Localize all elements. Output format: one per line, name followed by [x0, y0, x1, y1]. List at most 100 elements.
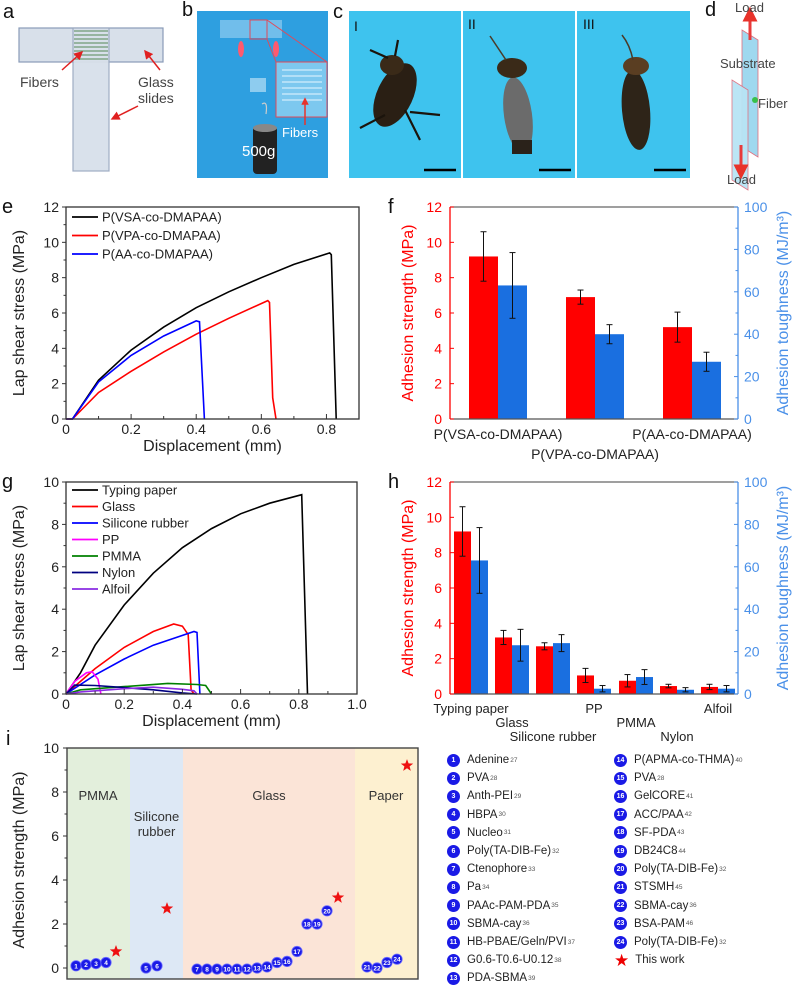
panel-a-diagram [18, 27, 164, 172]
x-tick-label: 0.4 [173, 696, 193, 712]
marker-number-icon: 20 [614, 862, 627, 876]
data-point-number: 10 [223, 967, 231, 974]
insect-i [359, 39, 441, 141]
right-tick-label: 80 [744, 516, 760, 532]
glass-slide-lower [250, 78, 266, 92]
legend-item-name: Poly(TA-DIB-Fe) [634, 863, 719, 876]
data-point-marker [140, 962, 152, 974]
legend-item-ref: 42 [684, 811, 692, 819]
left-tick-label: 8 [434, 270, 442, 286]
marker-number-icon: 19 [614, 844, 627, 858]
y-tick-label: 0 [51, 686, 59, 702]
legend-item-ref: 28 [657, 774, 665, 782]
this-work-star [109, 945, 123, 957]
plot-frame [66, 747, 419, 980]
marker-number-icon: 23 [614, 917, 627, 931]
marker-number-icon: 24 [614, 935, 627, 949]
data-point-number: 17 [293, 949, 301, 956]
y-tick-label: 4 [51, 872, 59, 888]
legend-item-this-work: ★ This work [614, 950, 684, 970]
legend-item: 19 DB24C8 44 [614, 843, 686, 859]
left-tick-label: 8 [434, 545, 442, 561]
legend-item: 18 SF-PDA 43 [614, 825, 684, 841]
panel-letters: a b c d e f g h i [2, 0, 716, 750]
marker-number-icon: 3 [447, 789, 460, 803]
photo-label-i: I [354, 18, 358, 34]
legend-item: 24 Poly(TA-DIB-Fe) 32 [614, 934, 726, 950]
series-line-1 [66, 299, 277, 420]
right-tick-label: 20 [744, 644, 760, 660]
right-tick-label: 40 [744, 601, 760, 617]
region-label: Glass [252, 788, 286, 803]
legend-item-name: Nucleo [467, 826, 503, 839]
panel-b-photo [197, 11, 328, 178]
right-tick-label: 20 [744, 369, 760, 385]
panel-letter-i: i [6, 728, 10, 750]
series-line-0 [66, 251, 337, 420]
data-point-number: 23 [383, 960, 391, 967]
x-tick-label: 0.4 [186, 421, 206, 437]
panel-letter-e: e [2, 196, 13, 218]
left-tick-label: 0 [434, 411, 442, 427]
series-line-4 [65, 682, 213, 695]
marker-number-icon: 12 [447, 953, 460, 967]
legend-item-ref: 29 [514, 792, 522, 800]
category-label: Nylon [660, 729, 693, 744]
zoom-line-2 [266, 38, 277, 63]
clip-right [273, 41, 279, 57]
fibers-arrow [61, 50, 84, 71]
glass-slides-arrow [144, 49, 161, 71]
data-point-number: 15 [273, 960, 281, 967]
legend-label: P(VPA-co-DMAPAA) [102, 228, 221, 243]
legend-item-name: PDA-SBMA [467, 972, 528, 985]
legend-item: 6 Poly(TA-DIB-Fe) 32 [447, 843, 559, 859]
photo-label-iii: III [583, 16, 595, 32]
marker-number-icon: 7 [447, 862, 460, 876]
left-tick-label: 2 [434, 376, 442, 392]
legend-item-ref: 36 [522, 920, 530, 928]
legend-item-name: Pa [467, 881, 482, 894]
legend-item-ref: 35 [551, 902, 559, 910]
data-point-number: 24 [393, 957, 401, 964]
data-point-marker [391, 953, 403, 965]
marker-number-icon: 11 [447, 935, 460, 949]
legend-item-name: HBPA [467, 808, 498, 821]
legend-item-ref: 40 [735, 756, 743, 764]
series-line-6 [65, 686, 198, 695]
legend-item-name: STSMH [634, 881, 675, 894]
left-tick-label: 4 [434, 340, 442, 356]
marker-number-icon: 9 [447, 899, 460, 913]
marker-number-icon: 22 [614, 899, 627, 913]
y-axis-label: Lap shear stress (MPa) [11, 230, 28, 396]
toughness-bar [512, 645, 529, 694]
category-label: Alfoil [704, 701, 732, 716]
load-bottom-label: Load [727, 172, 756, 187]
y-tick-label: 6 [51, 305, 59, 321]
this-work-star [160, 902, 174, 914]
marker-number-icon: 16 [614, 789, 627, 803]
legend-item: 7 Ctenophore 33 [447, 861, 535, 877]
weight-500g [253, 126, 277, 174]
x-tick-label: 0.2 [114, 696, 134, 712]
region-label: Silicone rubber [133, 809, 180, 839]
legend-item-ref: 39 [528, 974, 536, 982]
x-tick-label: 0.6 [252, 421, 272, 437]
weight-hook [261, 102, 268, 115]
legend-item-ref: 27 [510, 756, 518, 764]
legend-item-name: Poly(TA-DIB-Fe) [634, 936, 719, 948]
right-axis-label: Adhesion toughness (MJ/m³) [775, 486, 792, 691]
panel-letter-d: d [705, 0, 716, 21]
panel-letter-a: a [3, 1, 15, 23]
clip-left [238, 41, 244, 57]
photo-fibers-label: Fibers [282, 125, 319, 140]
marker-number-icon: 18 [614, 826, 627, 840]
left-tick-label: 10 [426, 234, 442, 250]
x-tick-label: 0 [62, 421, 70, 437]
marker-number-icon: 21 [614, 880, 627, 894]
star-icon: ★ [614, 950, 630, 970]
marker-number-icon: 10 [447, 917, 460, 931]
left-tick-label: 0 [434, 686, 442, 702]
this-work-star [400, 759, 414, 771]
category-label: Silicone rubber [510, 729, 597, 744]
